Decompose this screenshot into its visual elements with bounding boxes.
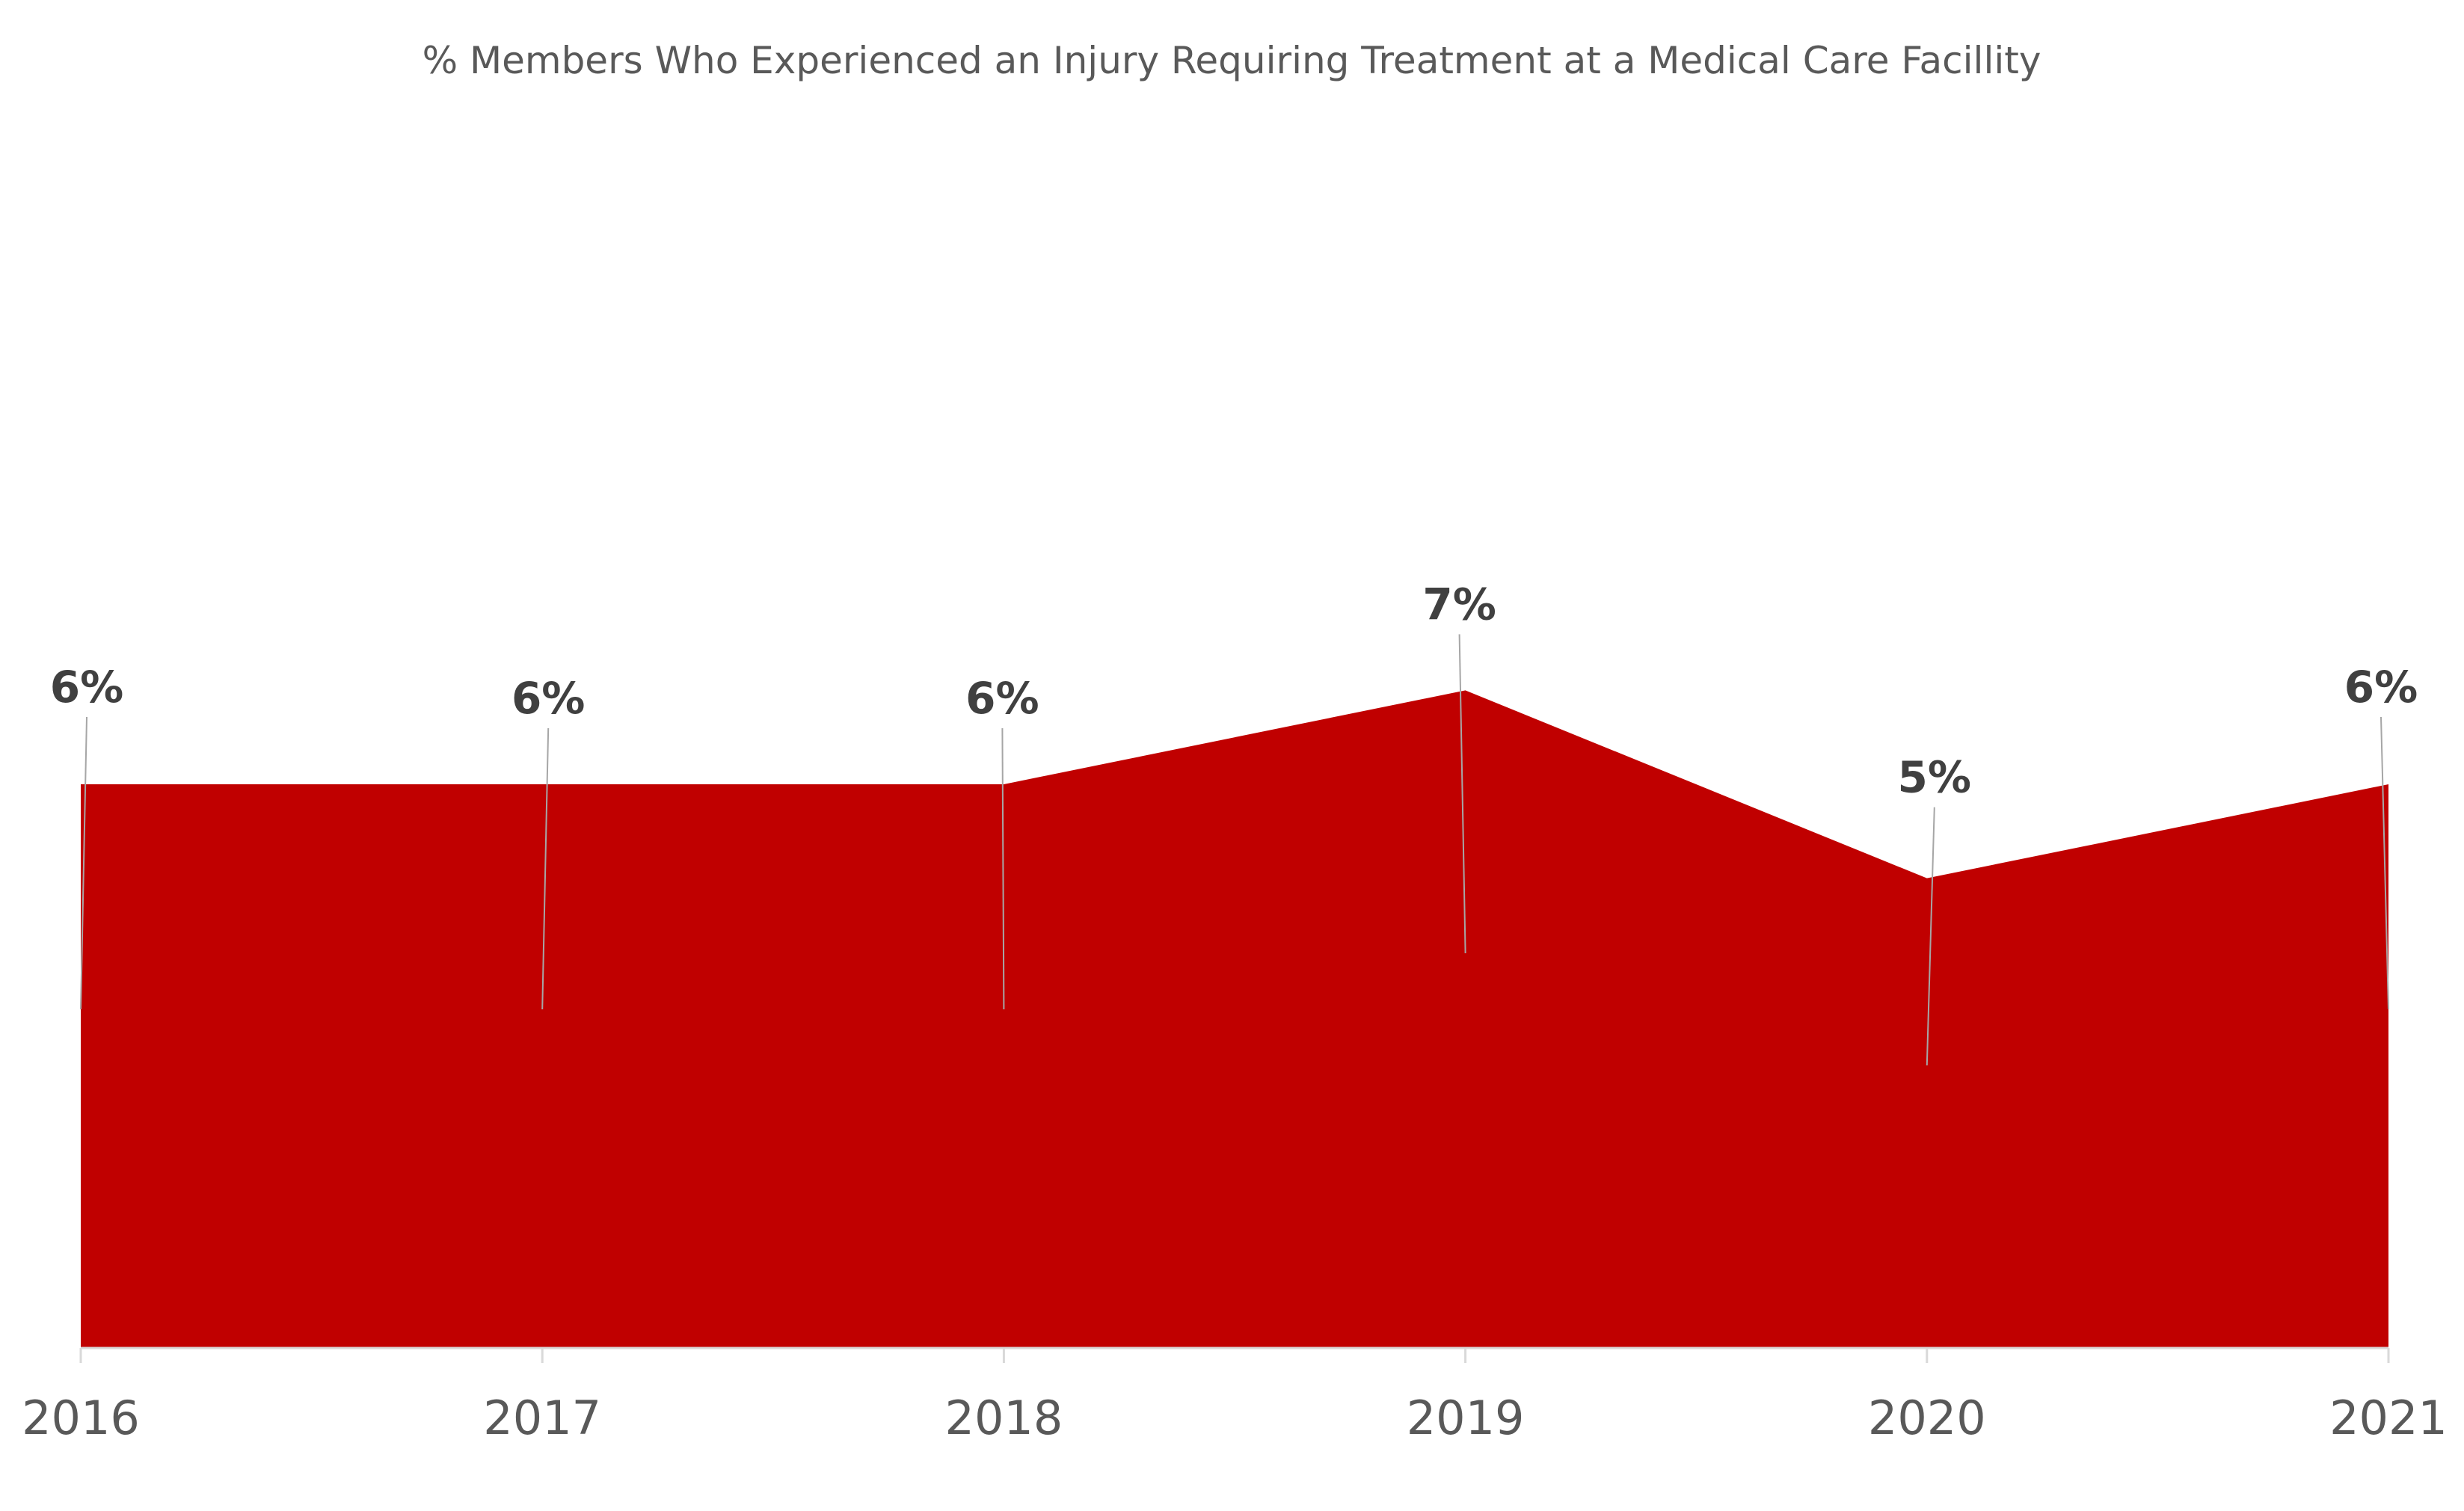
x-tick-label-2021: 2021 [2329,1391,2448,1445]
x-tick-label-2017: 2017 [483,1391,601,1445]
leader-line-2016 [80,716,87,1010]
leader-line-2017 [541,727,550,1010]
data-label-2016: 6% [50,662,123,713]
x-tick-label-2016: 2016 [22,1391,140,1445]
x-tick-label-2018: 2018 [945,1391,1063,1445]
leader-lines [80,634,2389,1066]
leader-line-2018 [1001,727,1005,1010]
leader-line-2020 [1926,807,1935,1066]
leader-line-2019 [1458,634,1466,954]
data-label-2021: 6% [2344,662,2418,713]
x-axis-ticks [79,1348,2390,1363]
chart-title: % Members Who Experienced an Injury Requ… [423,39,2041,82]
data-label-2017: 6% [511,673,585,724]
area-series [81,690,2388,1348]
data-label-2019: 7% [1422,579,1496,630]
data-labels: 6% 6% 6% 7% 5% 6% [50,579,2418,802]
data-label-2018: 6% [965,673,1039,724]
x-tick-label-2020: 2020 [1868,1391,1986,1445]
x-axis-tick-labels: 2016 2017 2018 2019 2020 2021 [22,1391,2448,1445]
leader-line-2021 [2380,716,2389,1010]
x-tick-label-2019: 2019 [1407,1391,1525,1445]
data-label-2020: 5% [1898,752,1971,803]
